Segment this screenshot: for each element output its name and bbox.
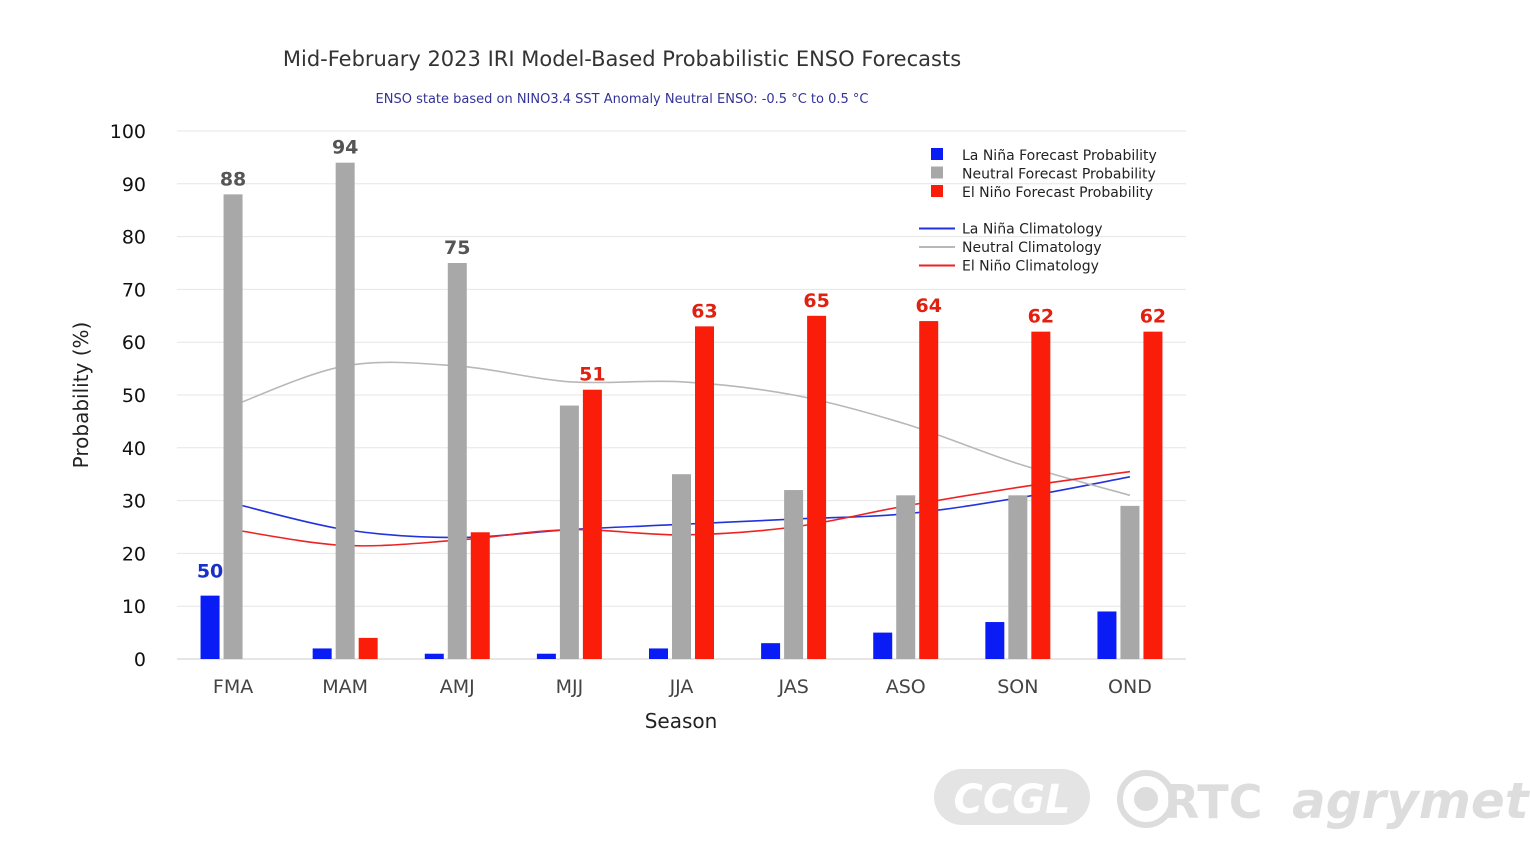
legend-swatch (931, 166, 943, 179)
chart-title: Mid-February 2023 IRI Model-Based Probab… (283, 47, 961, 71)
bar-el-son (1031, 331, 1051, 659)
bar-la-aso (873, 632, 893, 659)
bar-neutral-mam (335, 162, 355, 659)
y-axis-ticks: 0 10 20 30 40 50 60 70 80 90 100 (110, 121, 146, 671)
legend-label: El Niño Forecast Probability (962, 185, 1153, 201)
ccgl-logo: CCGL (934, 769, 1090, 825)
x-tick-label: SON (997, 676, 1038, 698)
bar-el-ond (1143, 331, 1163, 659)
data-labels: 50 88 94 75 51 63 65 64 62 62 (197, 137, 1166, 583)
data-label: 62 (1140, 306, 1166, 328)
x-tick-label: ASO (886, 676, 926, 698)
x-tick-label: OND (1108, 676, 1152, 698)
bar-el-mjj (582, 389, 602, 659)
bar-el-jja (695, 326, 714, 659)
data-label: 94 (332, 137, 358, 159)
y-tick-label: 80 (122, 227, 146, 249)
bar-neutral-fma (223, 194, 243, 660)
bar-la-mam (312, 648, 332, 659)
bar-el-mam (358, 637, 378, 659)
line-neutral-climatology (232, 361, 1131, 497)
data-label: 63 (691, 300, 717, 322)
x-tick-label: JAS (777, 676, 808, 698)
legend-label: Neutral Forecast Probability (962, 167, 1156, 183)
data-label: 88 (220, 168, 246, 190)
data-label: 50 (197, 561, 223, 583)
forecast-bars (200, 162, 1163, 660)
bar-la-son (985, 622, 1005, 659)
legend: La Niña Forecast Probability Neutral Fore… (919, 148, 1157, 275)
bar-neutral-jas (784, 490, 804, 659)
legend-label: El Niño Climatology (962, 259, 1099, 275)
bar-el-jas (807, 315, 827, 659)
bar-neutral-mjj (559, 405, 579, 659)
rtc-logo-text: RTC (1164, 775, 1263, 829)
chart-subtitle: ENSO state based on NINO3.4 SST Anomaly … (376, 92, 869, 107)
data-label: 51 (579, 364, 605, 386)
legend-swatch (931, 148, 943, 160)
agrymet-logo: agrymet (1292, 772, 1530, 830)
x-axis-label: Season (645, 709, 718, 733)
bar-la-ond (1097, 611, 1117, 659)
bar-neutral-son (1008, 495, 1028, 659)
x-tick-label: JJA (669, 676, 694, 698)
data-label: 65 (803, 290, 829, 312)
bar-la-jas (761, 643, 781, 659)
legend-label: Neutral Climatology (962, 240, 1102, 256)
bar-neutral-jja (672, 474, 691, 659)
x-tick-label: AMJ (440, 676, 475, 698)
data-label: 62 (1028, 306, 1054, 328)
y-tick-label: 10 (122, 596, 146, 618)
bar-el-amj (470, 532, 490, 659)
legend-label: La Niña Forecast Probability (962, 148, 1157, 164)
bar-la-mjj (536, 653, 556, 659)
x-tick-label: MJJ (556, 676, 584, 698)
x-axis-ticks: FMA MAM AMJ MJJ JJA JAS ASO SON OND (213, 676, 1152, 698)
bar-la-amj (424, 653, 444, 659)
x-tick-label: MAM (322, 676, 368, 698)
bar-neutral-amj (447, 263, 467, 659)
data-label: 75 (444, 237, 470, 259)
y-tick-label: 90 (122, 174, 146, 196)
x-tick-label: FMA (213, 676, 253, 698)
y-tick-label: 50 (122, 385, 146, 407)
bar-la-fma (200, 595, 220, 659)
rtc-logo: RTC (1117, 770, 1263, 829)
bar-la-jja (649, 648, 668, 659)
data-label: 64 (915, 295, 941, 317)
y-tick-label: 40 (122, 438, 146, 460)
y-tick-label: 20 (122, 543, 146, 565)
y-axis-label: Probability (%) (69, 322, 93, 469)
y-tick-label: 0 (134, 649, 146, 671)
bar-neutral-aso (896, 495, 916, 659)
bar-el-aso (919, 321, 939, 659)
y-tick-label: 30 (122, 491, 146, 513)
y-tick-label: 60 (122, 332, 146, 354)
ccgl-logo-text: CCGL (953, 777, 1070, 823)
bar-neutral-ond (1120, 505, 1140, 659)
y-tick-label: 100 (110, 121, 146, 143)
y-tick-label: 70 (122, 279, 146, 301)
legend-label: La Niña Climatology (962, 222, 1103, 238)
legend-swatch (931, 185, 943, 197)
footer-logos: CCGL RTC agrymet (934, 769, 1530, 830)
